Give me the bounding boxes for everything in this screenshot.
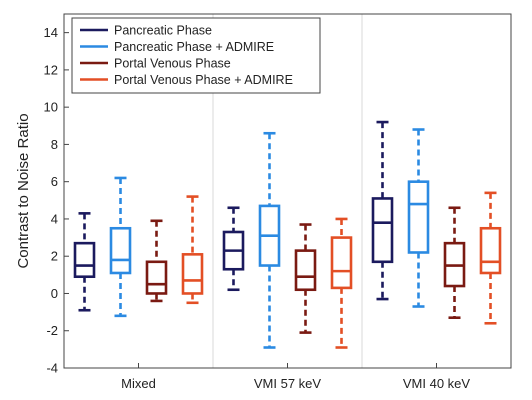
box-3-0 xyxy=(181,195,204,305)
box-2-0 xyxy=(145,219,168,303)
x-tick-label: VMI 57 keV xyxy=(254,376,322,391)
legend-box xyxy=(71,17,321,94)
box-0-2 xyxy=(371,120,394,301)
y-tick-label: 8 xyxy=(51,137,58,152)
box-0-1 xyxy=(222,206,245,292)
box-1-1 xyxy=(258,131,281,349)
box-body xyxy=(145,260,168,295)
y-axis: -4 -2 0 2 4 6 8 10 12 14 xyxy=(44,25,69,376)
box-1-2 xyxy=(407,128,430,308)
legend-label: Portal Venous Phase + ADMIRE xyxy=(114,73,293,87)
box-1-0 xyxy=(109,176,132,318)
y-tick-label: 10 xyxy=(44,100,58,115)
box-body xyxy=(109,226,132,275)
x-tick-label: VMI 40 keV xyxy=(403,376,471,391)
legend-label: Portal Venous Phase xyxy=(114,57,231,71)
box-body xyxy=(371,197,394,264)
box-body xyxy=(73,241,96,279)
y-tick-label: -4 xyxy=(46,361,58,376)
box-body xyxy=(294,249,317,292)
box-body xyxy=(330,236,353,290)
y-tick-label: -2 xyxy=(46,323,58,338)
y-tick-label: 12 xyxy=(44,62,58,77)
box-3-2 xyxy=(479,191,502,325)
y-tick-label: 2 xyxy=(51,249,58,264)
legend: Pancreatic Phase Pancreatic Phase + ADMIR… xyxy=(71,17,321,94)
y-tick-label: 0 xyxy=(51,286,58,301)
box-2-1 xyxy=(294,223,317,334)
legend-label: Pancreatic Phase + ADMIRE xyxy=(114,40,274,54)
y-tick-label: 6 xyxy=(51,174,58,189)
y-axis-title: Contrast to Noise Ratio xyxy=(15,113,32,268)
x-axis: Mixed VMI 57 keV VMI 40 keV xyxy=(121,363,470,391)
box-plot-area xyxy=(73,120,502,349)
y-tick-label: 14 xyxy=(44,25,58,40)
box-body xyxy=(181,253,204,295)
legend-label: Pancreatic Phase xyxy=(114,24,212,38)
box-0-0 xyxy=(73,212,96,312)
y-tick-label: 4 xyxy=(51,211,58,226)
box-body xyxy=(479,226,502,275)
x-tick-label: Mixed xyxy=(121,376,156,391)
box-3-1 xyxy=(330,217,353,349)
box-body xyxy=(407,180,430,254)
box-2-2 xyxy=(443,206,466,319)
